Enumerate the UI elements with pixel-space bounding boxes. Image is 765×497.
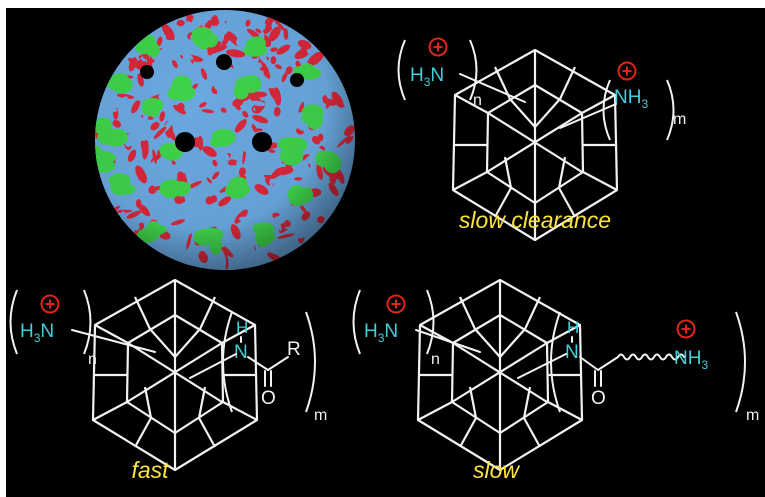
repeat-m: m [673, 111, 686, 128]
molecule-bottom-left: H3N n H N O R m fast [9, 278, 327, 483]
charge-icon [386, 294, 406, 314]
amide-h-label: H [236, 318, 248, 337]
repeat-n: n [431, 351, 440, 368]
bond [559, 103, 617, 129]
bond [415, 329, 481, 353]
repeat-m: m [746, 407, 759, 424]
nh3-left-label: H3N [410, 65, 444, 89]
right-paren [666, 79, 675, 141]
caption-slow: slow [473, 457, 520, 483]
caption-slow-clearance: slow clearance [459, 207, 611, 233]
left-paren [222, 311, 233, 413]
amide-h-label: H [567, 318, 579, 337]
nh3-label: H3N [364, 321, 398, 345]
bond [579, 356, 599, 371]
charge-icon [617, 61, 637, 81]
right-paren [305, 311, 316, 413]
left-paren [550, 311, 561, 413]
repeat-m: m [314, 407, 327, 424]
cage-structure [91, 278, 259, 472]
repeat-n: n [88, 351, 97, 368]
bond [517, 353, 567, 379]
virus-particle-image [95, 10, 355, 270]
oxygen-label: O [261, 388, 276, 409]
wavy-linker [617, 353, 685, 361]
r-group-label: R [287, 339, 301, 360]
amide-n-label: N [565, 342, 579, 363]
bond [267, 356, 289, 371]
molecule-top: H3N n NH3 m slow clearance [397, 37, 686, 242]
charge-icon [40, 294, 60, 314]
cage-structure [416, 278, 584, 472]
amide-n-label: N [234, 342, 248, 363]
molecule-bottom-right: H3N n H N O NH3 m slow [352, 278, 759, 483]
right-paren [735, 311, 746, 413]
nh3-right-label: NH3 [614, 87, 648, 111]
left-paren [9, 289, 18, 355]
bond [247, 356, 269, 371]
terminal-nh3-label: NH3 [674, 348, 708, 372]
nh3-label: H3N [20, 321, 54, 345]
oxygen-label: O [591, 388, 606, 409]
right-paren [426, 289, 435, 355]
charge-icon [428, 37, 448, 57]
repeat-n: n [473, 92, 482, 109]
left-paren [352, 289, 361, 355]
bond [597, 356, 619, 371]
right-paren [469, 39, 478, 101]
bond [189, 353, 237, 379]
bond [71, 329, 156, 353]
bond [459, 73, 526, 103]
right-paren [83, 289, 92, 355]
caption-fast: fast [131, 457, 170, 483]
left-paren [397, 39, 406, 101]
charge-icon [676, 319, 696, 339]
